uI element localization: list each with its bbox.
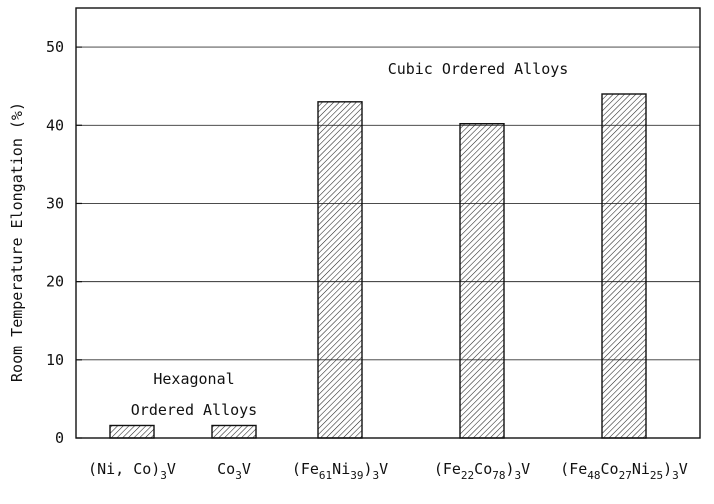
- x-category-label: (Ni, Co)3V: [88, 460, 176, 482]
- category-text: V: [679, 460, 688, 478]
- y-tick-label: 40: [46, 116, 64, 134]
- hexagonal-annotation: Ordered Alloys: [131, 401, 257, 419]
- category-text: (Fe: [292, 460, 319, 478]
- cubic-annotation: Cubic Ordered Alloys: [388, 60, 569, 78]
- category-text: Co: [217, 460, 235, 478]
- category-text: V: [242, 460, 251, 478]
- plot-frame: [75, 7, 701, 439]
- category-text: V: [379, 460, 388, 478]
- x-category-labels: (Ni, Co)3V Co3V (Fe61Ni39)3V (Fe22Co78)3V (F…: [88, 460, 688, 482]
- y-tick-labels: 0 10 20 30 40 50: [46, 38, 64, 447]
- category-text: ): [505, 460, 514, 478]
- y-tick-label: 30: [46, 194, 64, 212]
- category-text: Co: [601, 460, 619, 478]
- x-category-label: (Fe48Co27Ni25)3V: [560, 460, 688, 482]
- x-category-label: (Fe61Ni39)3V: [292, 460, 388, 482]
- y-tick-label: 10: [46, 351, 64, 369]
- bar: [211, 424, 257, 439]
- category-text: (Fe: [434, 460, 461, 478]
- category-subscript: 48: [587, 469, 600, 482]
- y-tick-label: 20: [46, 273, 64, 291]
- category-subscript: 3: [672, 469, 679, 482]
- category-text: Co: [474, 460, 492, 478]
- category-subscript: 25: [650, 469, 663, 482]
- bars: [109, 93, 647, 439]
- category-text: (Ni, Co): [88, 460, 160, 478]
- category-text: ): [363, 460, 372, 478]
- y-axis-label: Room Temperature Elongation (%): [8, 102, 26, 382]
- category-subscript: 3: [515, 469, 522, 482]
- hexagonal-annotation: Hexagonal: [153, 370, 234, 388]
- category-subscript: 27: [619, 469, 632, 482]
- category-text: V: [167, 460, 176, 478]
- category-subscript: 3: [373, 469, 380, 482]
- category-subscript: 39: [350, 469, 363, 482]
- category-subscript: 78: [492, 469, 505, 482]
- category-text: Ni: [632, 460, 650, 478]
- category-subscript: 61: [319, 469, 332, 482]
- y-tick-label: 50: [46, 38, 64, 56]
- bar: [109, 424, 155, 439]
- bar: [459, 123, 505, 439]
- x-category-label: (Fe22Co78)3V: [434, 460, 530, 482]
- category-subscript: 3: [235, 469, 242, 482]
- axes: [75, 7, 701, 439]
- x-category-label: Co3V: [217, 460, 251, 482]
- annotations: Hexagonal Ordered Alloys Cubic Ordered All…: [131, 60, 569, 419]
- category-text: (Fe: [560, 460, 587, 478]
- category-subscript: 22: [461, 469, 474, 482]
- category-subscript: 3: [160, 469, 167, 482]
- bar: [317, 101, 363, 439]
- grid-lines: [76, 46, 700, 361]
- bar: [601, 93, 647, 439]
- category-text: ): [663, 460, 672, 478]
- y-tick-label: 0: [55, 429, 64, 447]
- category-text: Ni: [332, 460, 350, 478]
- category-text: V: [521, 460, 530, 478]
